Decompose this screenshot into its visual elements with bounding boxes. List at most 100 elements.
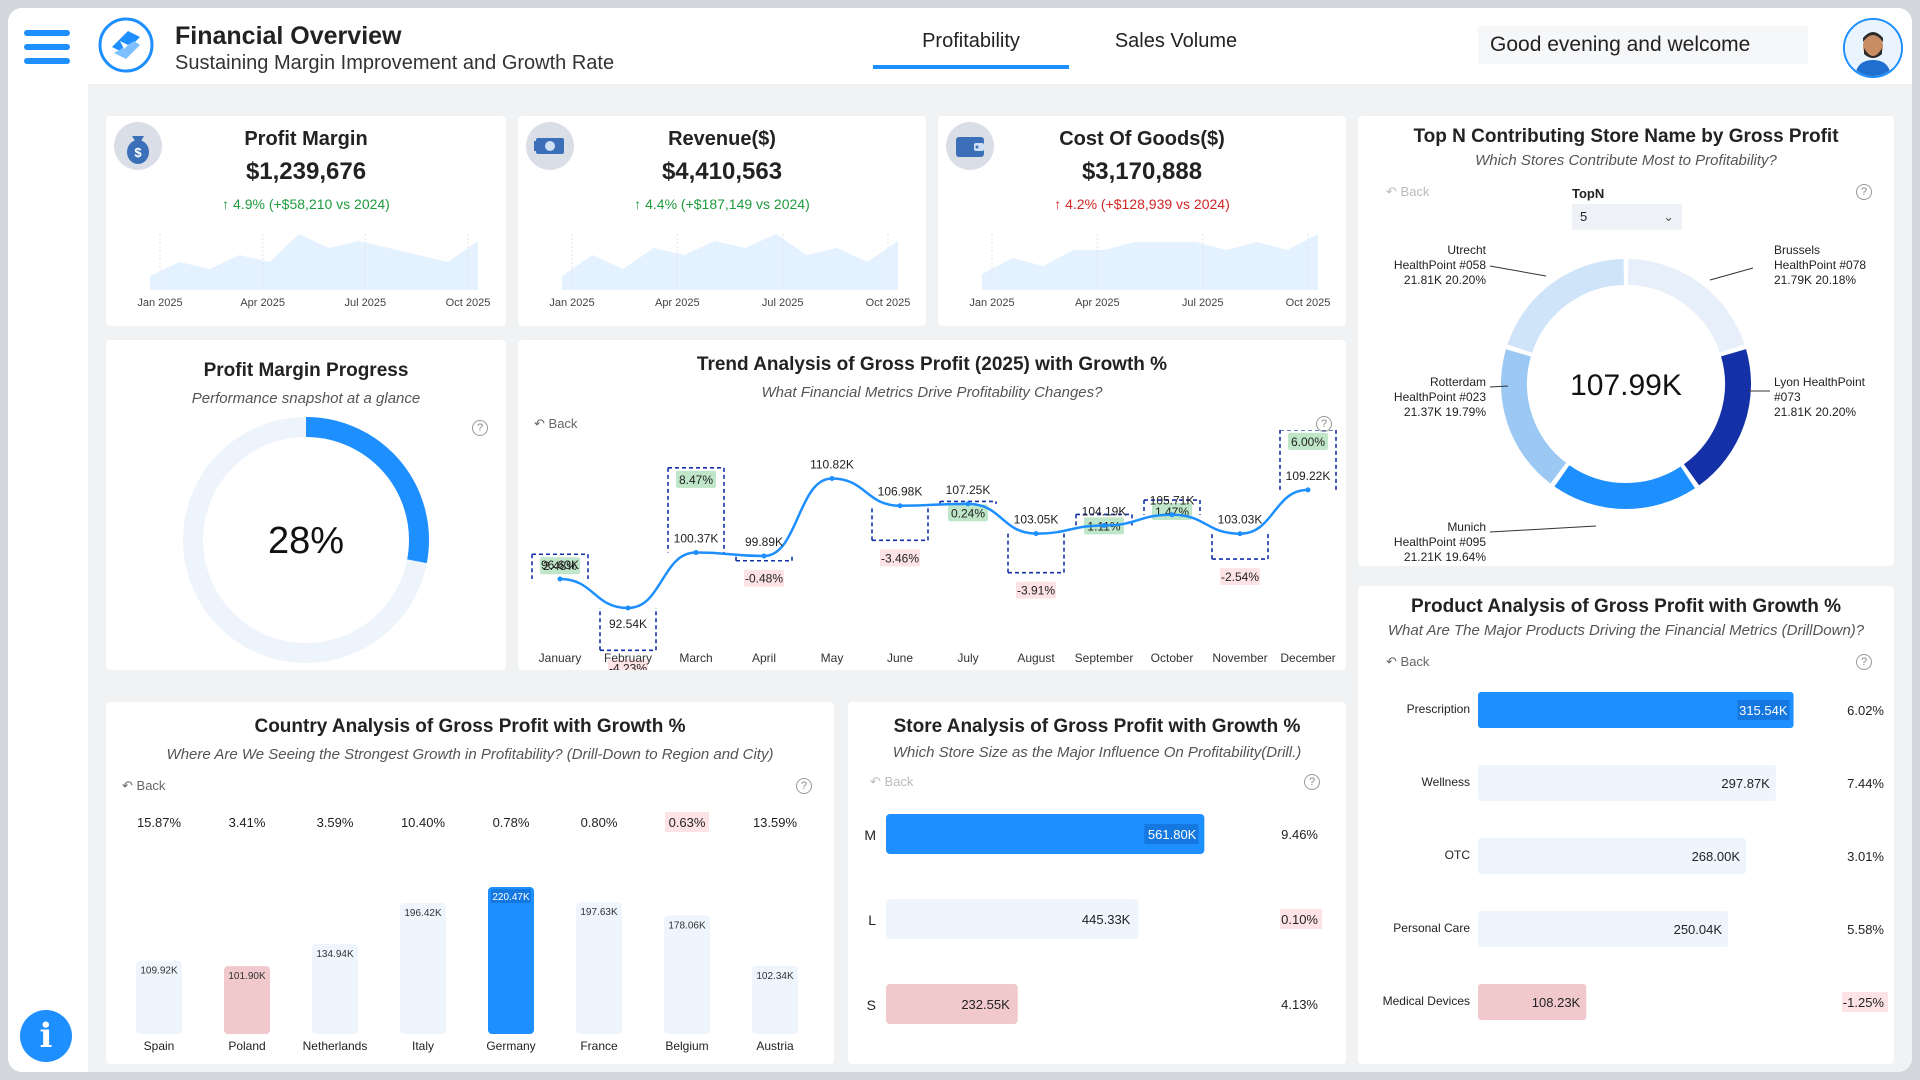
help-icon[interactable]: ?: [796, 778, 812, 794]
trend-analysis-card: Trend Analysis of Gross Profit (2025) wi…: [518, 340, 1346, 670]
store-bar-value: 445.33K: [1082, 912, 1131, 927]
tab-profitability[interactable]: Profitability: [873, 30, 1069, 69]
x-axis-month-label: September: [1075, 651, 1134, 665]
topn-dropdown[interactable]: 5 ⌄: [1572, 204, 1682, 230]
wallet-icon: [946, 122, 994, 170]
card-title: Country Analysis of Gross Profit with Gr…: [254, 716, 686, 737]
product-growth-label: 7.44%: [1847, 776, 1884, 791]
country-bar: [224, 966, 270, 1034]
card-subtitle: What Financial Metrics Drive Profitabili…: [761, 384, 1103, 401]
back-button[interactable]: ↶ Back: [534, 416, 577, 432]
growth-badge: [744, 569, 784, 587]
kpi-card-revenue[interactable]: Revenue($) $4,410,563 ↑ 4.4% (+$187,149 …: [518, 116, 926, 326]
help-icon[interactable]: ?: [472, 420, 488, 436]
store-bar-value: 561.80K: [1148, 827, 1197, 842]
trend-line: [559, 477, 1309, 610]
trend-point: [625, 605, 631, 611]
trend-value-label: 92.54K: [609, 617, 647, 631]
product-bar: [1478, 692, 1794, 728]
back-button[interactable]: ↶ Back: [122, 778, 165, 794]
trend-point: [1101, 522, 1107, 528]
help-icon[interactable]: ?: [1316, 416, 1332, 432]
growth-step-outline: [871, 505, 929, 542]
product-bar-value: 315.54K: [1739, 703, 1788, 718]
country-bar-value: 197.63K: [580, 907, 618, 918]
country-category-label: Italy: [412, 1039, 434, 1053]
kpi-delta-text: 4.9% (+$58,210 vs 2024): [233, 196, 390, 212]
donut-callout-line: [1489, 385, 1509, 388]
product-bar-label-bg: [1737, 700, 1790, 720]
kpi-delta: ↑ 4.4% (+$187,149 vs 2024): [518, 196, 926, 212]
info-icon[interactable]: i: [20, 1010, 72, 1062]
country-category-label: Belgium: [665, 1039, 708, 1053]
product-bar-value: 250.04K: [1674, 922, 1723, 937]
back-button[interactable]: ↶ Back: [1386, 184, 1429, 200]
country-growth-label: 13.59%: [753, 815, 798, 830]
country-category-label: Netherlands: [303, 1039, 368, 1053]
trend-point: [1305, 487, 1311, 493]
trend-point: [829, 476, 835, 482]
store-bar: [886, 814, 1205, 854]
donut-callout-value: 21.79K 20.18%: [1774, 273, 1856, 287]
donut-callout-value: 21.81K 20.20%: [1774, 405, 1856, 419]
country-bar: [136, 960, 182, 1034]
trend-point: [965, 501, 971, 507]
kpi-card-profit-margin[interactable]: $ Profit Margin $1,239,676 ↑ 4.9% (+$58,…: [106, 116, 506, 326]
growth-badge: [1288, 432, 1328, 450]
top-n-store-card: Top N Contributing Store Name by Gross P…: [1358, 116, 1894, 566]
country-bar: [312, 944, 358, 1034]
back-button[interactable]: ↶ Back: [870, 774, 913, 790]
hamburger-menu-icon[interactable]: [24, 30, 70, 74]
country-category-label: Spain: [144, 1039, 175, 1053]
donut-slice: [1683, 349, 1751, 486]
x-axis-month-label: June: [887, 651, 913, 665]
cash-icon: [526, 122, 574, 170]
store-growth-label: 0.10%: [1281, 912, 1318, 927]
store-size-label: L: [868, 912, 876, 928]
growth-label: 6.00%: [1291, 435, 1325, 449]
trend-value-label: 103.03K: [1218, 513, 1263, 527]
growth-badge: [540, 557, 580, 575]
profit-margin-progress-card: Profit Margin Progress Performance snaps…: [106, 340, 506, 670]
kpi-card-cost-of-goods[interactable]: Cost Of Goods($) $3,170,888 ↑ 4.2% (+$12…: [938, 116, 1346, 326]
money-bag-icon: $: [114, 122, 162, 170]
kpi-value: $3,170,888: [1081, 158, 1203, 185]
back-label: Back: [884, 774, 914, 789]
back-arrow-icon: ↶: [122, 778, 133, 793]
help-icon[interactable]: ?: [1856, 654, 1872, 670]
store-size-label: M: [864, 827, 876, 843]
kpi-delta: ↑ 4.2% (+$128,939 vs 2024): [938, 196, 1346, 212]
sparkline-area: [982, 234, 1318, 290]
tab-sales-volume[interactable]: Sales Volume: [1114, 30, 1238, 52]
top-bar: Financial Overview Sustaining Margin Imp…: [88, 8, 1912, 84]
trend-point: [693, 550, 699, 556]
country-bar-chart: 15.87% 109.92K Spain 3.41% 101.90K Poland 3.59…: [136, 812, 798, 1053]
card-title: Top N Contributing Store Name by Gross P…: [1413, 126, 1839, 147]
sparkline-tick-label: Apr 2025: [1075, 297, 1120, 309]
card-subtitle: What Are The Major Products Driving the …: [1387, 622, 1865, 639]
help-icon[interactable]: ?: [1304, 774, 1320, 790]
up-arrow-icon: ↑: [634, 196, 642, 212]
growth-step-outline: [1143, 499, 1201, 515]
growth-step-outline: [1007, 533, 1065, 574]
user-avatar[interactable]: [1843, 18, 1903, 78]
country-growth-label: 10.40%: [401, 815, 446, 830]
store-growth-badge: [1280, 909, 1322, 929]
store-growth-label: 9.46%: [1281, 827, 1318, 842]
kpi-title: Profit Margin: [244, 128, 368, 150]
store-bar-value: 232.55K: [961, 997, 1010, 1012]
back-button[interactable]: ↶ Back: [1386, 654, 1429, 670]
donut-slice: [1554, 464, 1695, 509]
card-subtitle: Which Store Size as the Major Influence …: [892, 744, 1302, 761]
card-subtitle: Performance snapshot at a glance: [191, 390, 421, 407]
growth-step-outline: [667, 467, 725, 553]
donut-slice: [1507, 259, 1625, 354]
growth-step-outline: [735, 555, 793, 562]
country-bar-value: 220.47K: [492, 892, 530, 903]
help-icon[interactable]: ?: [1856, 184, 1872, 200]
country-category-label: Germany: [486, 1039, 535, 1053]
trend-value-label: 110.82K: [810, 458, 854, 472]
topn-dropdown-value: 5: [1580, 209, 1588, 224]
x-axis-month-label: February: [604, 651, 652, 665]
kpi-delta-text: 4.4% (+$187,149 vs 2024): [645, 196, 810, 212]
